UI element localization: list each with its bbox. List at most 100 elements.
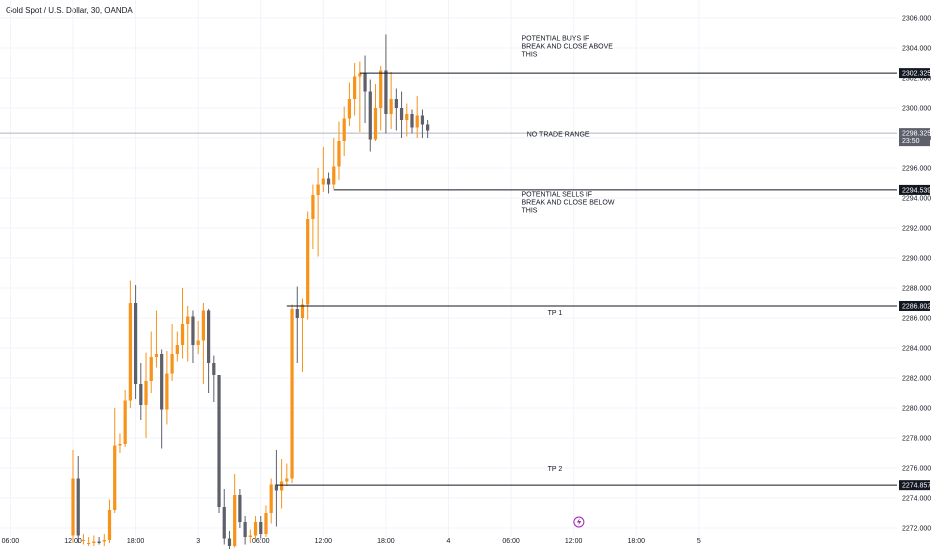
candle-body[interactable] (394, 99, 398, 108)
candle-body[interactable] (149, 357, 153, 381)
candle-body[interactable] (300, 304, 305, 319)
x-tick-label: 06:00 (502, 538, 520, 545)
candle-body[interactable] (76, 478, 80, 536)
candle-body[interactable] (399, 108, 404, 120)
y-tick-label: 2288.000 (902, 286, 931, 293)
candle-body[interactable] (337, 141, 341, 167)
candle-body[interactable] (201, 310, 206, 341)
candle-body[interactable] (243, 522, 247, 537)
candle-body[interactable] (306, 219, 310, 305)
candle-body[interactable] (253, 522, 258, 536)
candle-body[interactable] (165, 373, 169, 410)
y-tick-label: 2280.000 (902, 406, 931, 413)
candle-body[interactable] (316, 184, 320, 196)
candle-body[interactable] (233, 495, 237, 546)
candle-body[interactable] (279, 481, 284, 491)
candle-body[interactable] (238, 495, 242, 522)
y-tick-label: 2292.000 (902, 226, 931, 233)
candle-body[interactable] (264, 513, 268, 534)
candle-body[interactable] (212, 363, 216, 375)
candle-body[interactable] (81, 540, 86, 541)
candle-body[interactable] (363, 73, 367, 92)
candle-body[interactable] (426, 124, 430, 131)
candle-body[interactable] (415, 115, 419, 128)
price-tag (899, 300, 930, 311)
y-tick-label: 2306.000 (902, 16, 931, 23)
candle-body[interactable] (259, 522, 263, 534)
candle-body[interactable] (405, 114, 409, 120)
y-tick-label: 2300.000 (902, 106, 931, 113)
price-tag (899, 184, 930, 195)
x-tick-label: 18:00 (627, 538, 645, 545)
x-tick-label: 06:00 (252, 538, 270, 545)
candle-body[interactable] (102, 540, 106, 542)
candle-body[interactable] (191, 316, 195, 346)
level-note: POTENTIAL SELLS IF (522, 192, 593, 199)
candle-body[interactable] (285, 478, 289, 482)
x-tick-label: 5 (697, 538, 701, 545)
current-price-label: 2298.325 (902, 131, 931, 138)
lightning-bolt-icon[interactable] (573, 516, 585, 528)
candle-body[interactable] (160, 354, 164, 410)
candle-body[interactable] (113, 445, 117, 511)
level-note: THIS (522, 208, 538, 215)
x-tick-label: 4 (447, 538, 451, 545)
level-note: BREAK AND CLOSE BELOW (522, 200, 615, 207)
candle-body[interactable] (222, 507, 226, 539)
candle-body[interactable] (118, 444, 122, 446)
candle-body[interactable] (128, 303, 132, 401)
candle-body[interactable] (71, 478, 75, 536)
candle-body[interactable] (290, 309, 294, 479)
candle-body[interactable] (144, 381, 148, 405)
candle-body[interactable] (196, 340, 200, 346)
candle-body[interactable] (420, 115, 425, 125)
price-tag-label: 2294.539 (902, 187, 931, 194)
candle-body[interactable] (180, 324, 185, 345)
candle-body[interactable] (389, 99, 393, 114)
candle-body[interactable] (175, 345, 179, 354)
candle-body[interactable] (133, 303, 138, 384)
candle-body[interactable] (274, 484, 279, 491)
candle-body[interactable] (227, 538, 232, 547)
candle-body[interactable] (123, 400, 127, 445)
candle-body[interactable] (107, 510, 112, 540)
candle-body[interactable] (410, 114, 414, 128)
x-tick-label: 18:00 (377, 538, 395, 545)
candle-body[interactable] (97, 541, 101, 544)
candle-body[interactable] (170, 354, 174, 374)
level-note: THIS (522, 52, 538, 59)
candle-body[interactable] (269, 484, 273, 514)
candle-body[interactable] (87, 543, 91, 544)
price-tag-label: 2286.802 (902, 303, 931, 310)
candle-body[interactable] (347, 99, 352, 119)
candle-body[interactable] (139, 384, 143, 405)
candle-body[interactable] (368, 91, 372, 140)
candle-body[interactable] (326, 178, 331, 185)
x-tick-label: 12:00 (565, 538, 583, 545)
candle-body[interactable] (186, 316, 190, 325)
y-tick-label: 2274.000 (902, 496, 931, 503)
candle-body[interactable] (358, 73, 362, 77)
candle-body[interactable] (384, 70, 388, 115)
candle-body[interactable] (295, 309, 299, 318)
candle-body[interactable] (92, 541, 96, 544)
candle-body[interactable] (311, 195, 315, 219)
candle-body[interactable] (206, 310, 211, 364)
y-tick-label: 2278.000 (902, 436, 931, 443)
candle-body[interactable] (154, 354, 159, 357)
candle-body[interactable] (321, 178, 325, 185)
candle-body[interactable] (373, 108, 378, 140)
current-price-tag (899, 128, 930, 147)
y-tick-label: 2284.000 (902, 346, 931, 353)
candle-body[interactable] (342, 118, 346, 142)
candle-body[interactable] (353, 76, 357, 100)
y-tick-label: 2302.000 (902, 76, 931, 83)
level-note: TP 2 (548, 466, 563, 473)
bar-countdown: 23:50 (902, 138, 920, 145)
candle-body[interactable] (332, 166, 336, 185)
candle-body[interactable] (379, 70, 383, 109)
candle-body[interactable] (217, 375, 221, 507)
candle-body[interactable] (248, 535, 252, 538)
